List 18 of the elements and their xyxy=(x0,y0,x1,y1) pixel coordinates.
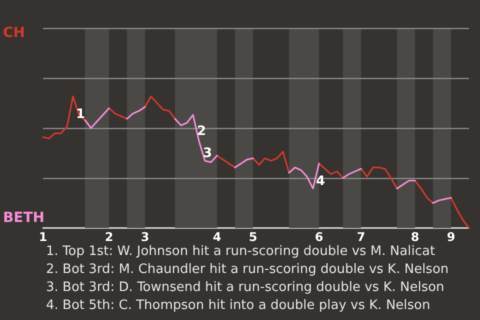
x-tick-label: 6 xyxy=(314,230,324,244)
text: 2. Bot 3rd: M. Chaundler hit a run-scoring double vs K. Nelson xyxy=(46,262,449,277)
text: BETH xyxy=(3,210,45,226)
x-tick-label: 9 xyxy=(446,230,456,244)
text: 4. Bot 5th: C. Thompson hit into a double play vs K. Nelson xyxy=(46,298,430,313)
x-tick-label: 1 xyxy=(38,230,48,244)
x-tick-label: 4 xyxy=(212,230,222,244)
annotation: 4 xyxy=(316,174,326,189)
annotation: 3 xyxy=(203,146,212,161)
x-tick-label: 8 xyxy=(410,230,420,244)
text: CH xyxy=(3,25,25,41)
annotation: 2 xyxy=(197,124,206,139)
x-tick-label: 3 xyxy=(140,230,150,244)
text: 3. Bot 3rd: D. Townsend hit a run-scoring double vs K. Nelson xyxy=(46,280,444,295)
x-tick-label: 7 xyxy=(356,230,366,244)
x-tick-label: 5 xyxy=(248,230,258,244)
text: 1. Top 1st: W. Johnson hit a run-scoring double vs M. Nalicat xyxy=(46,244,436,259)
x-tick-label: 2 xyxy=(104,230,114,244)
